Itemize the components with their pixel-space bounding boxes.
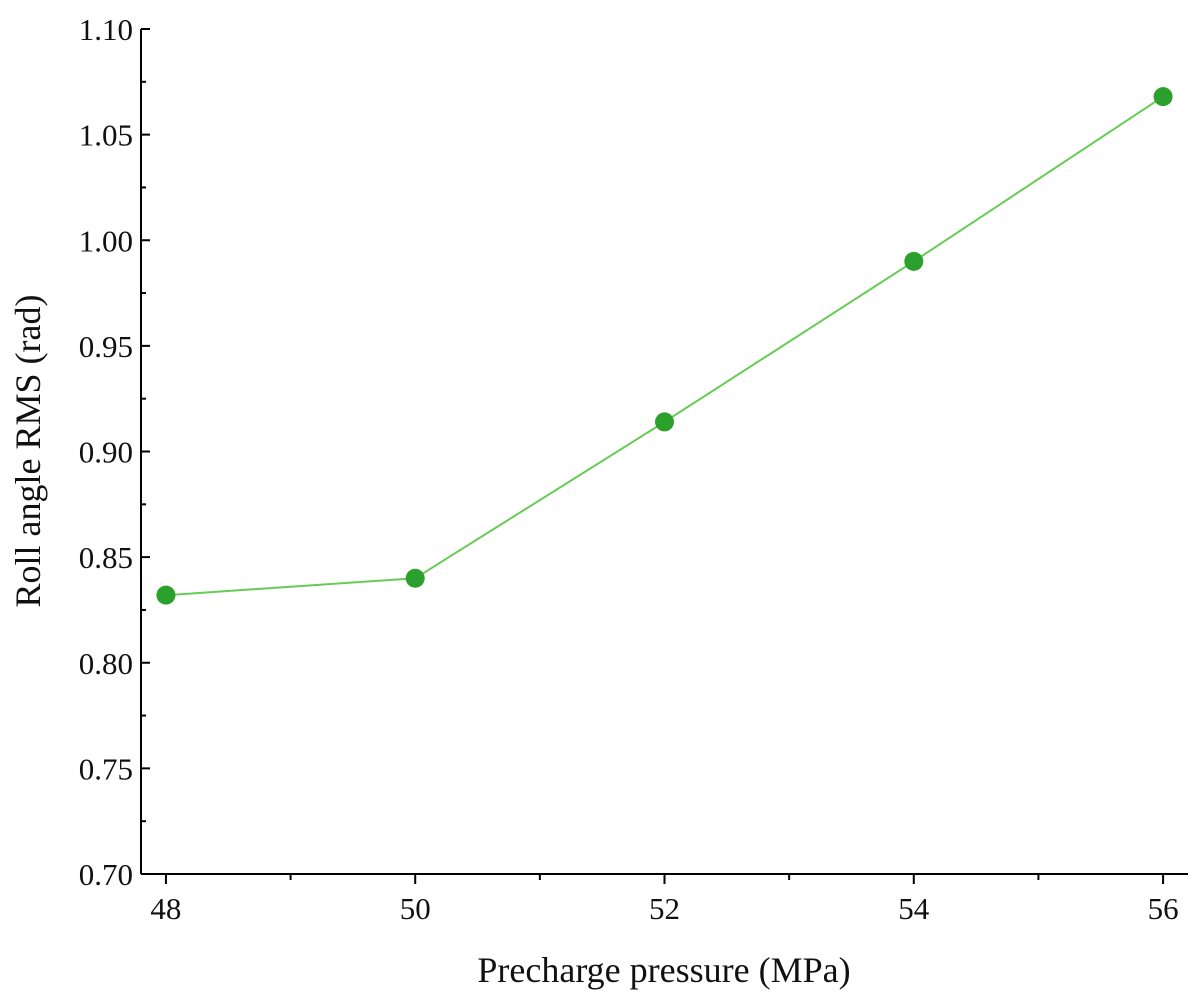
y-tick-label: 1.00 xyxy=(79,223,133,258)
series-layer xyxy=(156,87,1173,605)
x-tick-label: 50 xyxy=(400,891,431,926)
x-ticks: 48 50 52 54 56 xyxy=(150,874,1179,926)
y-ticks: 0.70 0.75 0.80 0.85 0.90 0.95 1.00 1.05 1.10 xyxy=(79,12,150,892)
data-point xyxy=(405,568,425,588)
y-tick-label: 1.05 xyxy=(79,118,133,153)
data-point xyxy=(156,585,176,605)
data-point xyxy=(1153,87,1173,107)
y-tick-label: 0.75 xyxy=(79,751,133,786)
axes xyxy=(140,29,1188,875)
data-point xyxy=(655,412,674,432)
x-tick-label: 54 xyxy=(898,891,930,926)
y-tick-label: 0.85 xyxy=(79,540,133,575)
data-point xyxy=(904,251,924,271)
y-tick-label: 1.10 xyxy=(79,12,133,47)
y-tick-label: 0.80 xyxy=(79,646,133,681)
series-line xyxy=(165,95,1164,597)
y-tick-label: 0.70 xyxy=(79,857,133,892)
x-tick-label: 56 xyxy=(1148,891,1179,926)
y-tick-label: 0.95 xyxy=(79,329,133,364)
y-tick-label: 0.90 xyxy=(79,435,133,470)
x-axis-label: Precharge pressure (MPa) xyxy=(477,950,850,990)
y-axis-label: Roll angle RMS (rad) xyxy=(8,295,48,608)
x-tick-label: 48 xyxy=(150,891,181,926)
x-tick-label: 52 xyxy=(649,891,680,926)
